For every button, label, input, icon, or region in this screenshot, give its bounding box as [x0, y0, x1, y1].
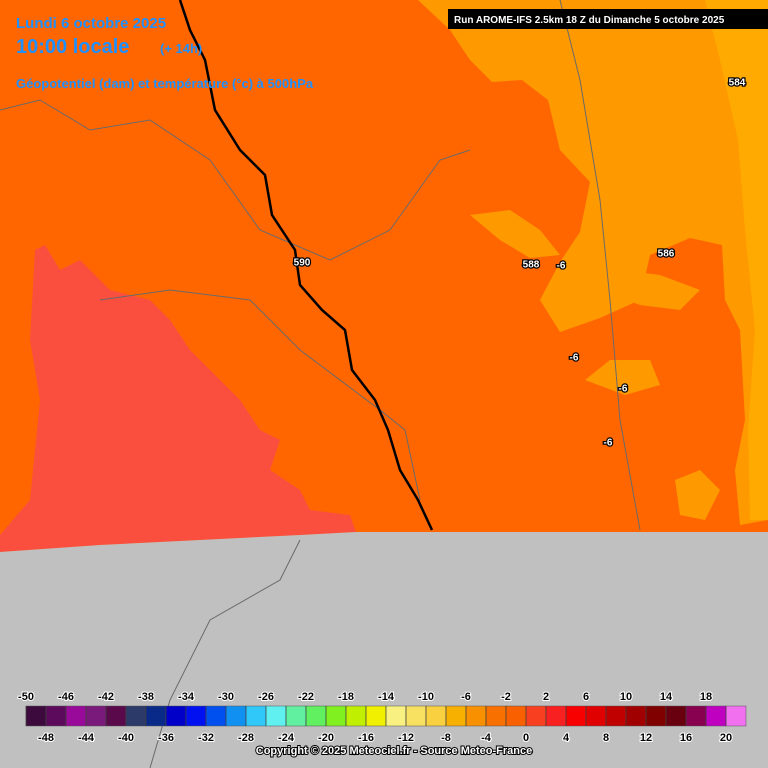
colorbar-tick-label: -38 — [138, 691, 154, 703]
colorbar-tick-label: 8 — [603, 732, 609, 744]
colorbar-swatch — [525, 705, 547, 727]
colorbar-tick-label: -20 — [318, 732, 334, 744]
colorbar-tick-label: 4 — [563, 732, 570, 744]
colorbar-swatch — [25, 705, 47, 727]
colorbar-tick-label: 10 — [620, 691, 632, 703]
colorbar-swatch — [345, 705, 367, 727]
cold-patch — [510, 135, 630, 450]
date: Lundi 6 octobre 2025 — [16, 15, 166, 32]
colorbar-tick-label: -36 — [158, 732, 174, 744]
warm-patch — [470, 210, 720, 520]
colorbar-tick-label: -46 — [58, 691, 74, 703]
colorbar-tick-label: -14 — [378, 691, 395, 703]
colorbar-swatch — [105, 705, 127, 727]
contour-590 — [178, 0, 434, 531]
colorbar-swatch — [445, 705, 467, 727]
copyright: Copyright © 2025 Meteociel.fr - Source M… — [256, 745, 532, 757]
field-title: Géopotentiel (dam) et température (°c) à… — [16, 76, 314, 91]
colorbar-swatch — [245, 705, 267, 727]
contour-label: 586 — [658, 249, 675, 260]
border — [0, 99, 471, 261]
colorbar-swatch — [285, 705, 307, 727]
colorbar-tick-label: -26 — [258, 691, 274, 703]
colorbar-swatch — [65, 705, 87, 727]
colorbar-swatch — [305, 705, 327, 727]
colorbar-tick-label: 6 — [583, 691, 589, 703]
contour-label: 588 — [523, 260, 540, 271]
colorbar-tick-label: -10 — [418, 691, 434, 703]
colorbar-swatch — [505, 705, 527, 727]
colorbar-tick-label: -50 — [18, 691, 34, 703]
colorbar-tick-label: -40 — [118, 732, 134, 744]
colorbar-swatch — [685, 705, 707, 727]
colorbar-tick-label: -30 — [218, 691, 234, 703]
colorbar-swatch — [705, 705, 727, 727]
contour-label: -6 — [557, 261, 566, 272]
colorbar-tick-label: 12 — [640, 732, 652, 744]
colorbar-swatch — [725, 705, 747, 727]
no-data — [0, 532, 768, 768]
colorbar-swatch — [465, 705, 487, 727]
colorbar-tick-label: -34 — [178, 691, 195, 703]
colorbar-swatch — [185, 705, 207, 727]
colorbar-tick-label: -6 — [461, 691, 471, 703]
border — [99, 289, 421, 501]
contour-label: 590 — [294, 258, 311, 269]
colorbar-tick-label: -28 — [238, 732, 254, 744]
colorbar-tick-label: -42 — [98, 691, 114, 703]
colorbar-tick-label: -32 — [198, 732, 214, 744]
run-info: Run AROME-IFS 2.5km 18 Z du Dimanche 5 o… — [454, 15, 725, 26]
colorbar-swatch — [565, 705, 587, 727]
colorbar-tick-label: -24 — [278, 732, 295, 744]
colorbar-swatch — [585, 705, 607, 727]
lead: (+ 14h) — [160, 41, 202, 56]
colorbar-swatch — [645, 705, 667, 727]
colorbar-tick-label: 2 — [543, 691, 549, 703]
colorbar-swatch — [205, 705, 227, 727]
colorbar-tick-label: -44 — [78, 732, 95, 744]
colorbar-swatch — [85, 705, 107, 727]
colorbar-swatch — [405, 705, 427, 727]
time: 10:00 locale — [16, 36, 129, 58]
colorbar-swatch — [545, 705, 567, 727]
field-minus-4 — [0, 245, 356, 552]
colorbar-swatch — [165, 705, 187, 727]
colorbar-swatch — [365, 705, 387, 727]
contour-label: -6 — [570, 353, 579, 364]
colorbar-tick-label: 20 — [720, 732, 732, 744]
contour-label: -6 — [619, 384, 628, 395]
contour-label: -6 — [604, 438, 613, 449]
colorbar-swatch — [265, 705, 287, 727]
colorbar-tick-label: -2 — [501, 691, 511, 703]
colorbar-tick-label: -12 — [398, 732, 414, 744]
colorbar-swatch — [425, 705, 447, 727]
colorbar: -50-48-46-44-42-40-38-36-34-32-30-28-26-… — [17, 690, 747, 745]
colorbar-tick-label: -22 — [298, 691, 314, 703]
colorbar-tick-label: 0 — [523, 732, 529, 744]
field-586 — [418, 0, 768, 525]
field-584 — [705, 0, 768, 520]
colorbar-tick-label: -18 — [338, 691, 354, 703]
border — [559, 0, 641, 531]
colorbar-tick-label: -16 — [358, 732, 374, 744]
colorbar-tick-label: 14 — [660, 691, 673, 703]
colorbar-tick-label: 18 — [700, 691, 712, 703]
run-box — [448, 9, 768, 29]
colorbar-swatch — [385, 705, 407, 727]
colorbar-tick-label: -4 — [481, 732, 492, 744]
colorbar-swatch — [225, 705, 247, 727]
colorbar-swatch — [145, 705, 167, 727]
contour-label: 584 — [729, 78, 746, 89]
colorbar-swatch — [125, 705, 147, 727]
colorbar-swatch — [325, 705, 347, 727]
colorbar-swatch — [605, 705, 627, 727]
colorbar-swatch — [485, 705, 507, 727]
colorbar-tick-label: -48 — [38, 732, 54, 744]
colorbar-tick-label: -8 — [441, 732, 451, 744]
colorbar-swatch — [665, 705, 687, 727]
colorbar-tick-label: 16 — [680, 732, 692, 744]
colorbar-swatch — [45, 705, 67, 727]
colorbar-swatch — [625, 705, 647, 727]
